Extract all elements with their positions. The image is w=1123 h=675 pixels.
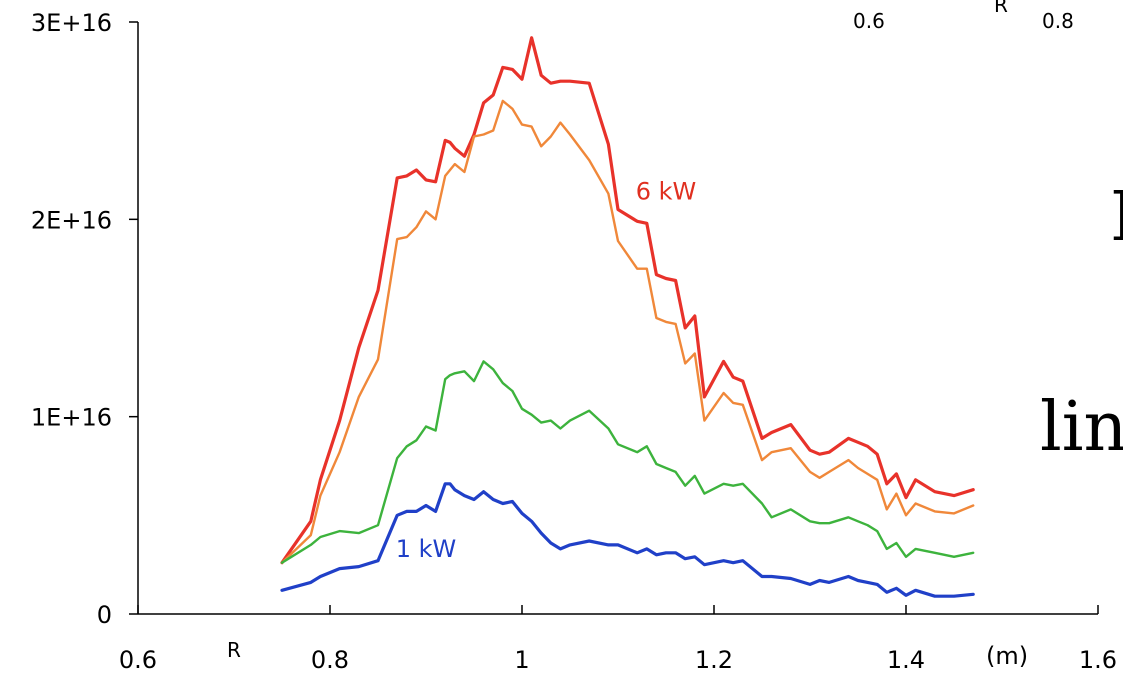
series-annotation: 6 kW [636,178,697,206]
x-tick-label: 0.6 [119,646,157,674]
inset-fragment: 0.6 R 0.8 [853,0,1074,33]
series-line-1-kw [280,482,975,598]
y-tick-label: 1E+16 [31,404,112,432]
x-ticks: 0.6 0.8 1 1.2 1.4 1.6 [119,605,1117,674]
inset-tick-label: 0.6 [853,9,885,33]
annotations: 6 kW 1 kW [396,178,697,563]
series-line-6-kw [280,36,975,565]
series-line-unlabeled-2 [280,99,975,564]
x-tick-label: 1.2 [695,646,733,674]
series-annotation: 1 kW [396,535,457,563]
y-tick-label: 0 [97,601,112,629]
x-tick-label: 0.8 [311,646,349,674]
cropped-text: I [1110,178,1123,257]
x-axis-label: R [227,638,241,662]
y-ticks: 0 1E+16 2E+16 3E+16 [31,9,138,629]
series-line-unlabeled-3 [280,360,975,564]
x-tick-label: 1.4 [887,646,925,674]
x-tick-label: 1.6 [1079,646,1117,674]
inset-tick-label: 0.8 [1042,9,1074,33]
axes [137,22,1098,615]
cropped-text: lin [1040,388,1123,467]
x-axis-unit: (m) [986,642,1028,670]
y-tick-label: 2E+16 [31,206,112,234]
series-lines [280,36,975,598]
y-tick-label: 3E+16 [31,9,112,37]
x-tick-label: 1 [514,646,529,674]
inset-r-label: R [994,0,1008,17]
